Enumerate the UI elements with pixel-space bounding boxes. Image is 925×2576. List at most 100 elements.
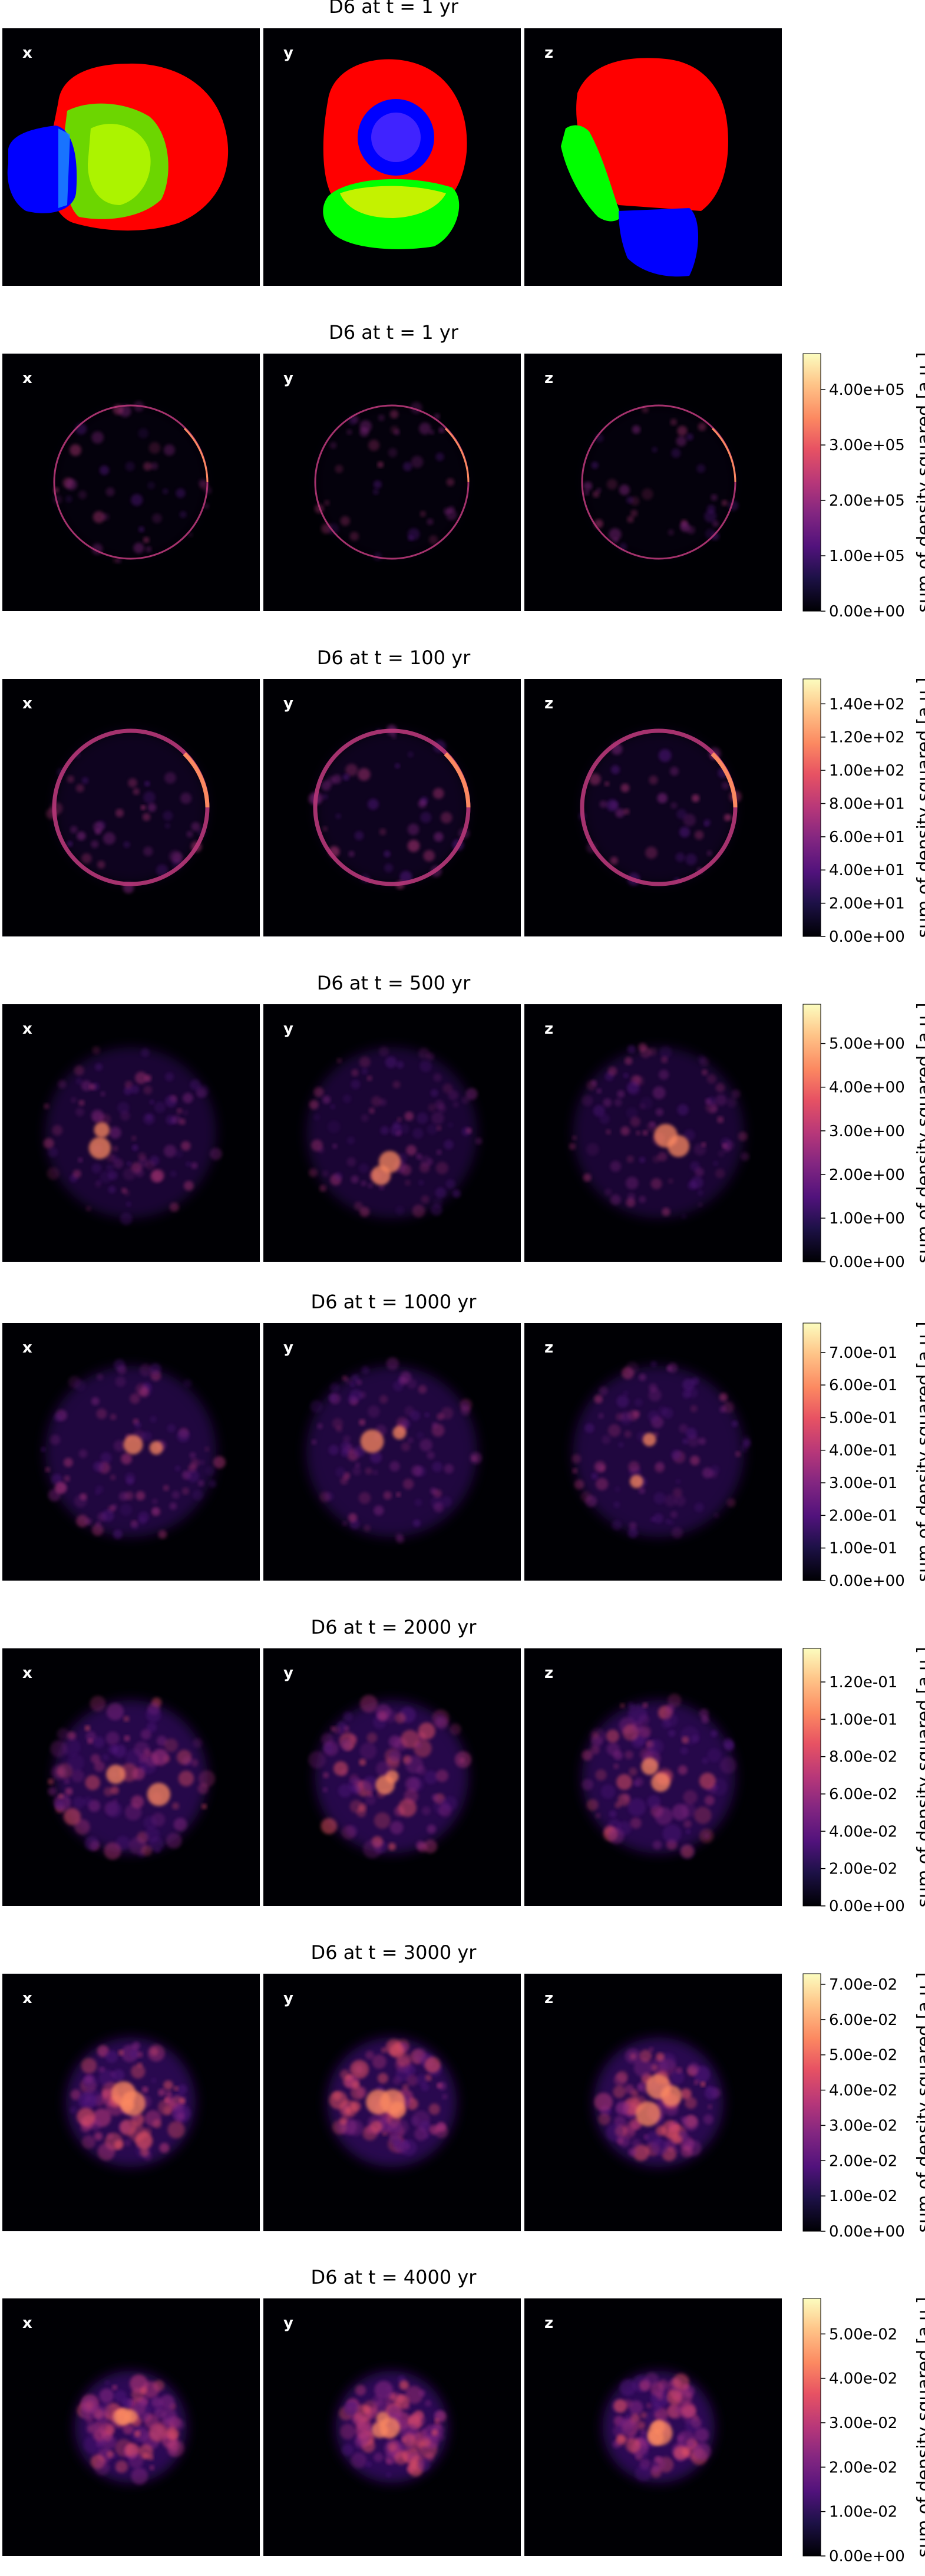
filament-clump: [159, 2143, 170, 2153]
filament-clump: [421, 1195, 430, 1204]
filament-clump: [616, 2435, 626, 2446]
filament-clump: [415, 1741, 422, 1749]
filament-clump: [385, 1056, 397, 1068]
filament-clump: [141, 1845, 152, 1856]
filament-clump: [96, 1179, 102, 1185]
filament-clump: [134, 1421, 141, 1429]
filament-clump: [81, 777, 89, 784]
filament-clump: [67, 775, 74, 783]
filament-clump: [412, 1519, 421, 1528]
filament-clump: [341, 1449, 349, 1457]
row-title: D6 at t = 500 yr: [317, 972, 471, 994]
filament-clump: [174, 1465, 181, 1472]
colorbar: 7.00e-01 6.00e-01 5.00e-01 4.00e-01 3.00e-01…: [802, 1321, 925, 1590]
shell-bright-arc: [444, 427, 470, 483]
filament-clump: [85, 1731, 96, 1741]
filament-clump: [361, 1180, 366, 1186]
filament-clump: [365, 2461, 372, 2468]
filament-clump: [151, 1498, 158, 1505]
colorbar-tick-label: 7.00e-01: [829, 1344, 897, 1362]
filament-clump: [685, 1427, 697, 1439]
colorbar-tick-label: 0.00e+00: [829, 2223, 905, 2241]
filament-clump: [57, 1727, 69, 1740]
colorbar-gradient: [802, 2298, 821, 2557]
filament-clump: [630, 1116, 641, 1127]
filament-clump: [606, 1742, 620, 1756]
filament-clump: [655, 1461, 665, 1470]
filament-clump: [322, 793, 328, 800]
filament-clump: [75, 1107, 84, 1117]
filament-clump: [171, 1802, 180, 1810]
hot-spot: [371, 2422, 388, 2439]
filament-clump: [140, 1729, 151, 1740]
filament-clump: [701, 1069, 708, 1076]
filament-clump: [94, 2460, 110, 2476]
filament-clump: [590, 1745, 600, 1754]
filament-clump: [583, 481, 593, 491]
filament-clump: [725, 814, 732, 820]
filament-clump: [366, 1075, 372, 1081]
filament-clump: [368, 1107, 375, 1114]
colorbar-tick-label: 4.00e+01: [829, 862, 905, 879]
filament-clump: [173, 1818, 187, 1832]
filament-clump: [679, 1424, 688, 1433]
filament-clump: [664, 1494, 677, 1507]
filament-clump: [123, 1189, 130, 1196]
filament-clump: [209, 1480, 217, 1488]
hot-spot: [111, 2081, 136, 2106]
filament-clump: [340, 1769, 348, 1776]
filament-clump: [726, 1097, 737, 1108]
filament-clump: [143, 1113, 155, 1125]
filament-clump: [374, 1812, 391, 1829]
filament-clump: [97, 2143, 115, 2161]
filament-clump: [445, 1179, 455, 1189]
panel-label-x: x: [22, 1339, 32, 1357]
filament-clump: [140, 2387, 148, 2394]
filament-clump: [91, 1109, 104, 1123]
filament-clump: [104, 1787, 113, 1796]
filament-clump: [338, 1783, 352, 1797]
filament-clump: [124, 1080, 133, 1089]
filament-clump: [164, 823, 171, 829]
filament-clump: [336, 1426, 343, 1433]
filament-clump: [418, 1047, 430, 1059]
filament-clump: [406, 1144, 417, 1156]
filament-clump: [58, 1080, 67, 1089]
filament-clump: [591, 461, 599, 469]
filament-clump: [351, 1079, 361, 1089]
filament-clump: [698, 423, 706, 431]
filament-clump: [335, 1467, 346, 1477]
filament-clump: [104, 2425, 115, 2436]
filament-clump: [113, 1744, 127, 1758]
filament-clump: [735, 1451, 741, 1457]
filament-clump: [741, 1152, 749, 1161]
filament-clump: [606, 1729, 620, 1743]
filament-clump: [648, 1410, 660, 1422]
filament-clump: [712, 520, 719, 527]
filament-clump: [332, 2119, 348, 2135]
row-3: D6 at t = 500 yr x y z 5.00e+00 4.00e+00 3.00e…: [2, 972, 925, 1271]
hot-spot: [651, 1772, 670, 1792]
filament-clump: [630, 509, 638, 517]
filament-clump: [631, 2139, 641, 2148]
filament-clump: [105, 487, 115, 497]
filament-clump: [719, 1757, 737, 1774]
filament-clump: [171, 1490, 180, 1499]
filament-clump: [571, 1454, 582, 1464]
filament-clump: [146, 1707, 161, 1723]
filament-clump: [372, 489, 379, 495]
filament-clump: [658, 1152, 668, 1162]
panel-label-z: z: [544, 1339, 553, 1357]
filament-clump: [688, 2063, 699, 2075]
filament-clump: [378, 1046, 389, 1057]
filament-clump: [321, 1733, 334, 1746]
filament-clump: [384, 850, 391, 857]
filament-clump: [388, 2120, 402, 2134]
filament-clump: [112, 2069, 125, 2082]
filament-clump: [448, 506, 455, 513]
filament-clump: [135, 1168, 144, 1177]
filament-clump: [96, 1408, 107, 1419]
filament-clump: [721, 500, 728, 506]
filament-clump: [619, 2379, 636, 2396]
filament-clump: [362, 1776, 378, 1792]
